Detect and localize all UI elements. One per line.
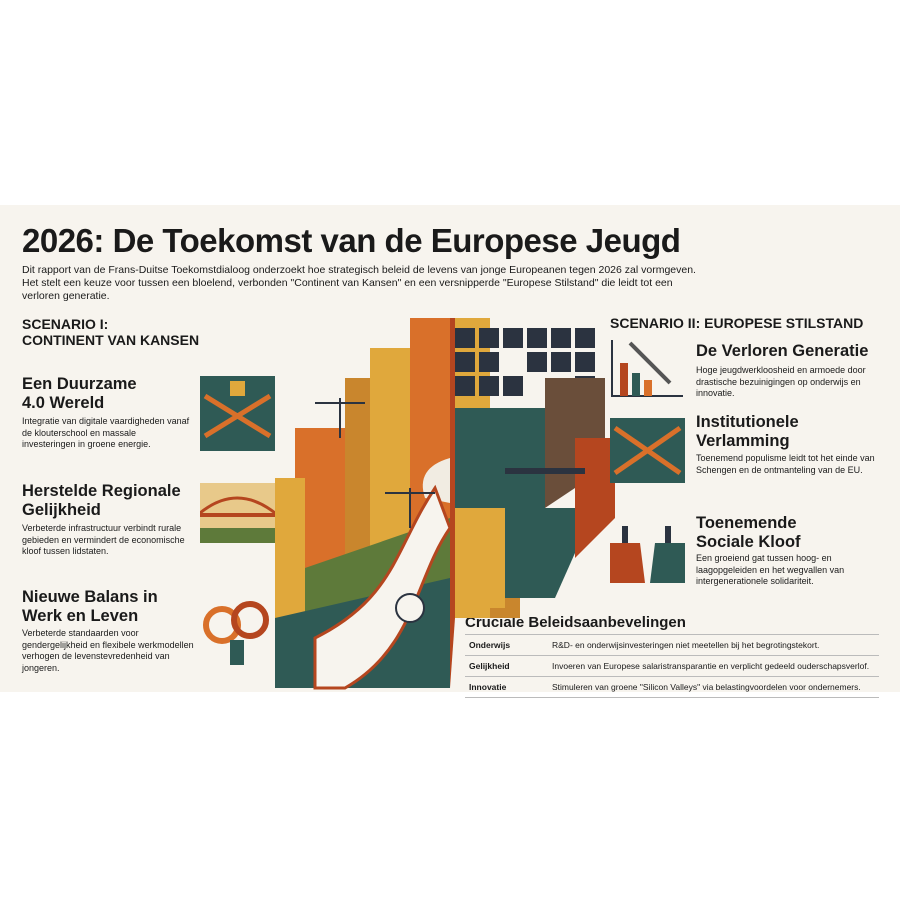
icon-energy [200, 376, 275, 451]
item-text: Een groeiend gat tussen hoog- en laagopg… [696, 553, 845, 586]
item-text: Verbeterde standaarden voor gendergelijk… [22, 628, 194, 673]
cell: R&D- en onderwijsinvesteringen niet meet… [548, 634, 879, 656]
item-text: Integratie van digitale vaardigheden van… [22, 416, 190, 449]
item-title: De Verloren Generatie [696, 342, 869, 360]
scenario-heading: SCENARIO II: EUROPESE STILSTAND [610, 315, 864, 331]
illustration [275, 318, 615, 690]
item-title: Toenemende Sociale Kloof [696, 514, 801, 551]
intro: Dit rapport van de Frans-Duitse Toekomst… [22, 264, 696, 302]
cell: Invoeren van Europese salaristransparant… [548, 655, 879, 677]
icon-balance [203, 601, 269, 665]
item-text: Hoge jeugdwerkloosheid en armoede door d… [696, 365, 866, 398]
title: 2026: De Toekomst van de Europese Jeugd [22, 222, 681, 259]
icon-paralysis [610, 418, 685, 483]
item-title: Institutionele Verlamming [696, 413, 799, 450]
policy-table: Onderwijs R&D- en onderwijsinvesteringen … [465, 634, 879, 698]
cell: Onderwijs [465, 634, 548, 656]
table-row: Onderwijs R&D- en onderwijsinvesteringen … [465, 634, 879, 656]
icon-gap [610, 526, 685, 583]
item-title: Nieuwe Balans in Werk en Leven [22, 588, 158, 625]
cell: Innovatie [465, 676, 548, 698]
table-row: Gelijkheid Invoeren van Europese salarist… [465, 655, 879, 677]
icon-decline [611, 340, 683, 397]
cell: Gelijkheid [465, 655, 548, 677]
cell: Stimuleren van groene "Silicon Valleys" … [548, 676, 879, 698]
item-text: Verbeterde infrastructuur verbindt rural… [22, 523, 185, 556]
icon-bridge [200, 483, 275, 543]
table-row: Innovatie Stimuleren van groene "Silicon … [465, 676, 879, 698]
item-title: Een Duurzame 4.0 Wereld [22, 375, 137, 412]
item-text: Toenemend populisme leidt tot het einde … [696, 453, 875, 475]
item-title: Herstelde Regionale Gelijkheid [22, 482, 181, 519]
scenario-heading: SCENARIO I: CONTINENT VAN KANSEN [22, 316, 200, 348]
table-title: Cruciale Beleidsaanbevelingen [465, 614, 686, 631]
